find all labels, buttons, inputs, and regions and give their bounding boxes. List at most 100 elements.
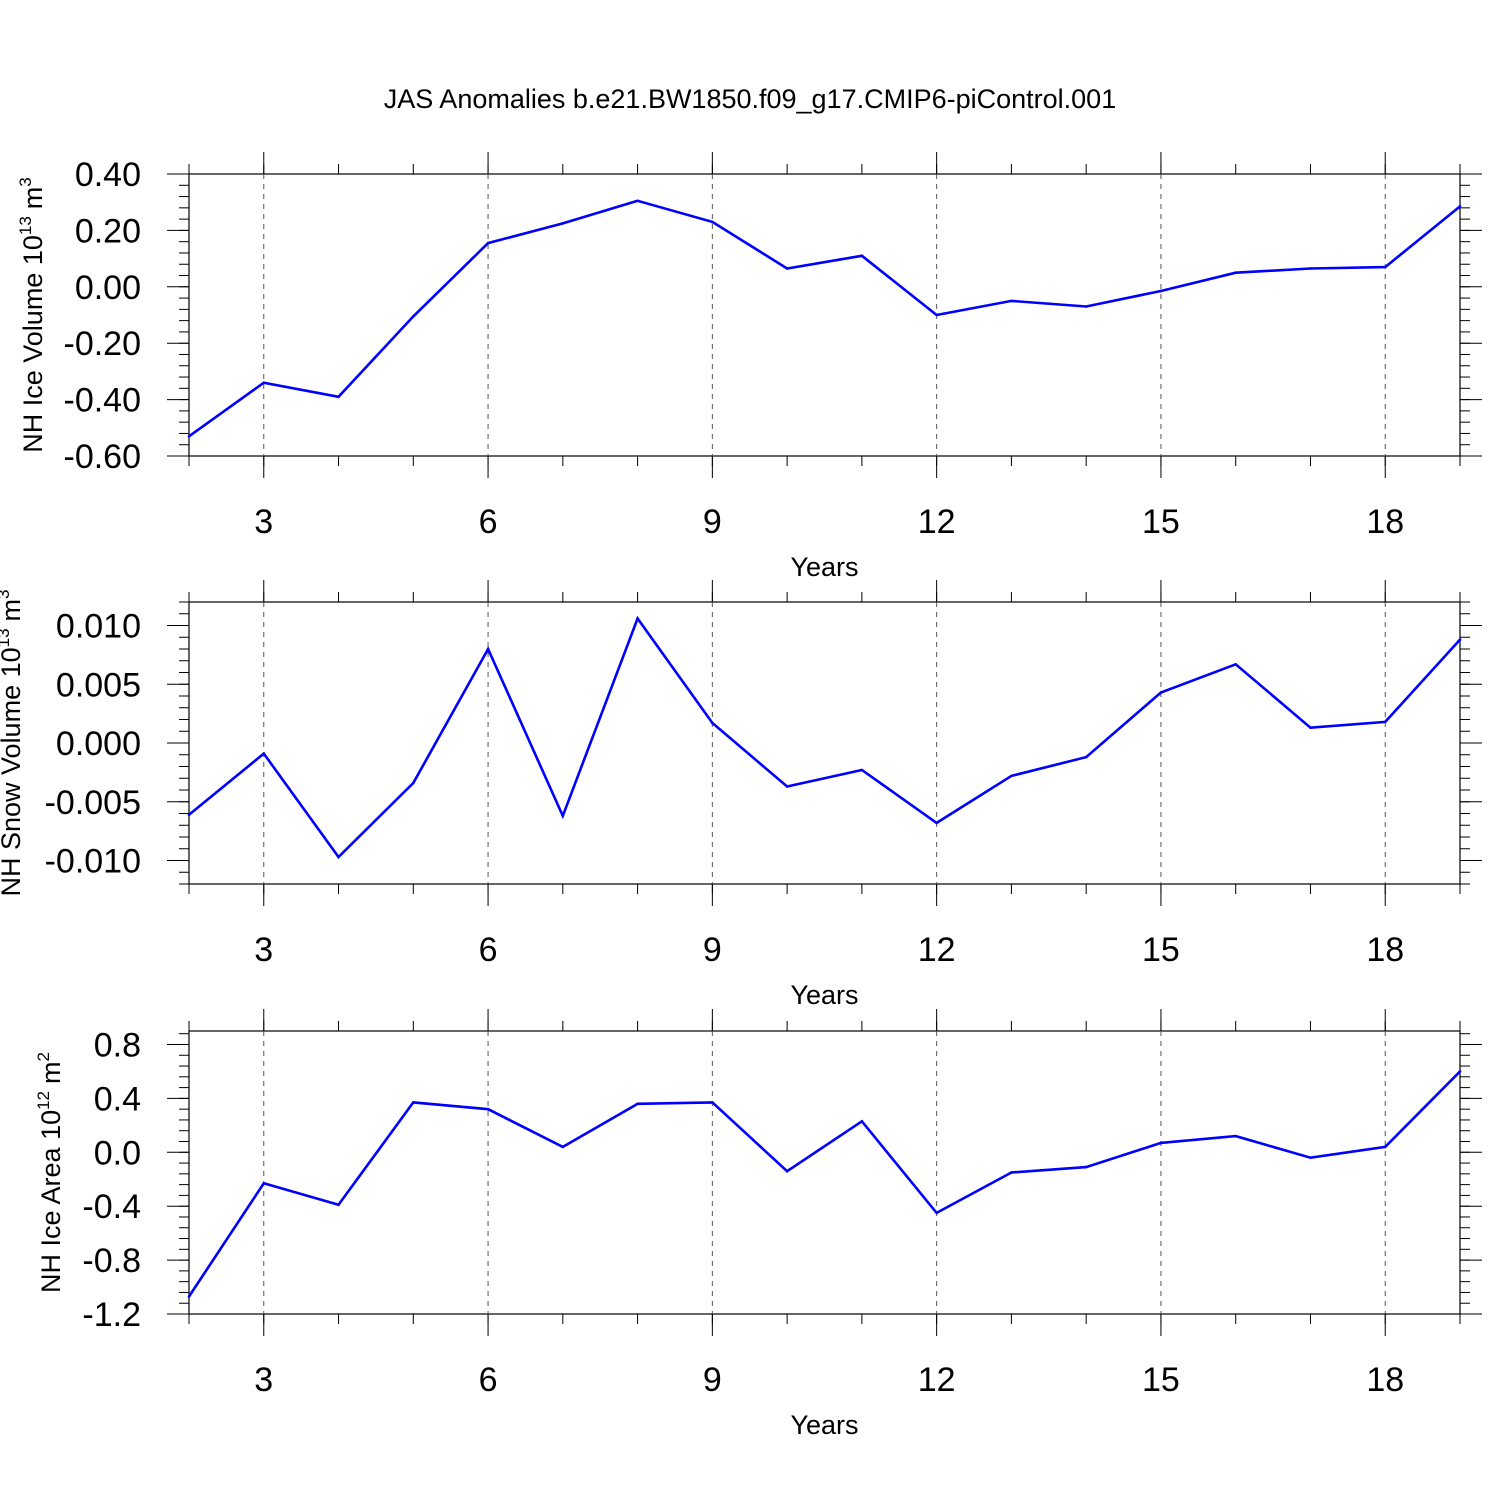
x-tick-label: 18 xyxy=(1366,1361,1404,1399)
y-tick-label: -0.4 xyxy=(82,1188,141,1226)
y-tick-label: -0.8 xyxy=(82,1242,141,1280)
panel-ice-area: 3 6 9 12 15 18 0.8 0.4 0.0 -0.4 -0.8 -1.2 Years NH Ic… xyxy=(34,1009,1482,1440)
x-axis-label: Years xyxy=(790,980,858,1010)
y-axis-label-text: NH Ice Area 10 xyxy=(36,1110,66,1293)
data-point xyxy=(337,855,340,859)
data-point xyxy=(860,1119,864,1123)
data-point xyxy=(935,821,938,825)
x-tick-label: 18 xyxy=(1366,931,1404,969)
data-point xyxy=(1309,267,1312,270)
plot-frame xyxy=(188,173,1461,457)
y-axis-label-unit: m xyxy=(36,1061,66,1084)
x-tick-label: 15 xyxy=(1142,503,1180,541)
data-point xyxy=(711,220,714,224)
data-point xyxy=(1458,1070,1462,1073)
y-axis-label-unit: m xyxy=(0,599,26,622)
y-tick-label: -0.005 xyxy=(45,784,141,822)
plot-frame xyxy=(188,601,1461,885)
y-tick-label: -0.60 xyxy=(64,438,142,476)
y-tick-label: 0.8 xyxy=(94,1026,141,1064)
data-point xyxy=(711,721,714,725)
data-point xyxy=(337,1203,340,1207)
data-point xyxy=(860,768,864,772)
data-point xyxy=(262,752,266,755)
data-point xyxy=(486,647,490,651)
x-axis-label: Years xyxy=(790,1410,858,1440)
x-tick-label: 3 xyxy=(254,503,273,541)
y-axis-label-exponent: 13 xyxy=(0,628,13,647)
data-point xyxy=(785,1169,789,1173)
data-point xyxy=(561,222,565,225)
y-axis-label: NH Snow Volume 1013 m3 xyxy=(0,589,26,896)
x-tick-label: 18 xyxy=(1366,503,1404,541)
y-axis-label-exponent: 13 xyxy=(16,216,35,235)
figure-title: JAS Anomalies b.e21.BW1850.f09_g17.CMIP6… xyxy=(383,84,1117,114)
data-point xyxy=(1309,726,1312,730)
panel-snow-volume: 3 6 9 12 15 18 0.010 0.005 0.000 -0.005 -0.010 Year… xyxy=(0,580,1482,1010)
x-tick-label: 12 xyxy=(918,503,956,541)
y-tick-label: 0.005 xyxy=(56,666,141,704)
data-point xyxy=(262,1181,266,1185)
data-point xyxy=(1383,720,1387,724)
y-tick-label: 0.20 xyxy=(75,212,141,250)
y-axis-label-unit-exponent: 3 xyxy=(0,589,13,598)
series-line-ice-area xyxy=(187,1070,1461,1298)
x-tick-label: 12 xyxy=(918,1361,956,1399)
data-point xyxy=(1159,1141,1163,1145)
data-point xyxy=(561,1145,565,1149)
x-tick-label: 9 xyxy=(703,1361,722,1399)
y-tick-label: 0.40 xyxy=(75,156,141,194)
y-axis-label-unit-exponent: 3 xyxy=(16,177,35,186)
data-point xyxy=(1010,1171,1013,1174)
data-point xyxy=(561,814,565,818)
data-point xyxy=(1458,638,1462,641)
data-point xyxy=(411,315,415,318)
y-tick-label: 0.4 xyxy=(94,1080,141,1118)
data-point xyxy=(636,1102,639,1106)
data-point xyxy=(486,1107,490,1111)
plot-frame xyxy=(188,1030,1461,1315)
y-axis-label-text: NH Ice Volume 10 xyxy=(18,235,48,453)
panel-ice-volume: 3 6 9 12 15 18 0.40 0.20 0.00 -0.20 -0.40 -0.60 Year… xyxy=(16,152,1482,582)
data-point xyxy=(711,1101,714,1104)
data-point xyxy=(1458,205,1462,208)
y-tick-label: -1.2 xyxy=(82,1296,141,1334)
data-point xyxy=(187,434,191,438)
data-point xyxy=(785,267,789,270)
y-tick-label: -0.010 xyxy=(45,843,141,881)
data-point xyxy=(785,785,789,788)
x-tick-label: 9 xyxy=(703,931,722,969)
x-tick-label: 15 xyxy=(1142,1361,1180,1399)
y-tick-label: -0.40 xyxy=(64,382,142,420)
y-tick-label: 0.000 xyxy=(56,725,141,763)
x-tick-label: 15 xyxy=(1142,931,1180,969)
y-tick-label: -0.20 xyxy=(64,325,142,363)
data-point xyxy=(337,395,340,399)
data-point xyxy=(486,241,490,245)
y-axis-label-unit: m xyxy=(18,187,48,210)
y-axis-label-exponent: 12 xyxy=(34,1091,53,1110)
data-point xyxy=(1159,691,1163,694)
data-point xyxy=(636,617,639,620)
x-tick-label: 6 xyxy=(479,503,498,541)
data-point xyxy=(935,1211,938,1215)
data-point xyxy=(935,313,938,317)
x-tick-label: 3 xyxy=(254,1361,273,1399)
data-point xyxy=(411,1101,415,1104)
data-point xyxy=(187,1295,191,1298)
data-point xyxy=(1234,662,1238,666)
x-tick-label: 3 xyxy=(254,931,273,969)
data-point xyxy=(1010,299,1013,303)
series-line-ice-volume xyxy=(188,199,1461,438)
data-point xyxy=(1084,755,1088,759)
series-line-snow-volume xyxy=(188,615,1461,859)
x-tick-label: 12 xyxy=(918,931,956,969)
y-axis-label: NH Ice Area 1012 m2 xyxy=(34,1052,66,1293)
data-point xyxy=(1234,1134,1238,1138)
data-point xyxy=(860,254,864,258)
y-tick-label: 0.010 xyxy=(56,608,141,646)
data-point xyxy=(1383,1145,1387,1149)
y-axis-label-unit-exponent: 2 xyxy=(34,1052,53,1061)
